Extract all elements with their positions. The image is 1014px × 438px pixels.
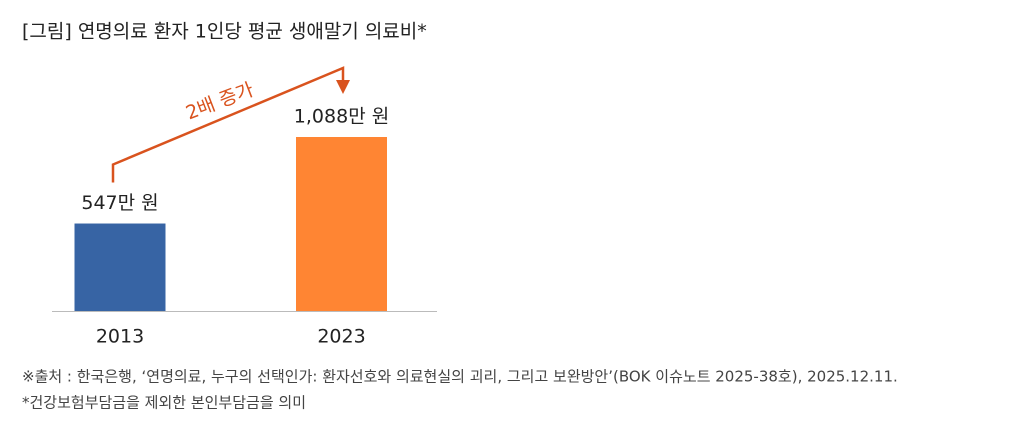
bar bbox=[296, 137, 387, 311]
source-note: ※출처 : 한국은행, ‘연명의료, 누구의 선택인가: 환자선호와 의료현실의… bbox=[22, 368, 898, 386]
annotation-arrow bbox=[111, 66, 345, 183]
bar bbox=[74, 223, 166, 311]
x-tick-label: 2023 bbox=[317, 326, 365, 348]
x-tick-label: 2013 bbox=[96, 326, 144, 348]
footnote: *건강보험부담금을 제외한 본인부담금을 의미 bbox=[22, 394, 306, 412]
chart-title: [그림] 연명의료 환자 1인당 평균 생애말기 의료비* bbox=[22, 21, 427, 43]
value-label: 547만 원 bbox=[81, 192, 158, 214]
arrow-head bbox=[336, 80, 350, 94]
annotation-text: 2배 증가 bbox=[183, 79, 257, 125]
value-label: 1,088만 원 bbox=[294, 106, 389, 128]
